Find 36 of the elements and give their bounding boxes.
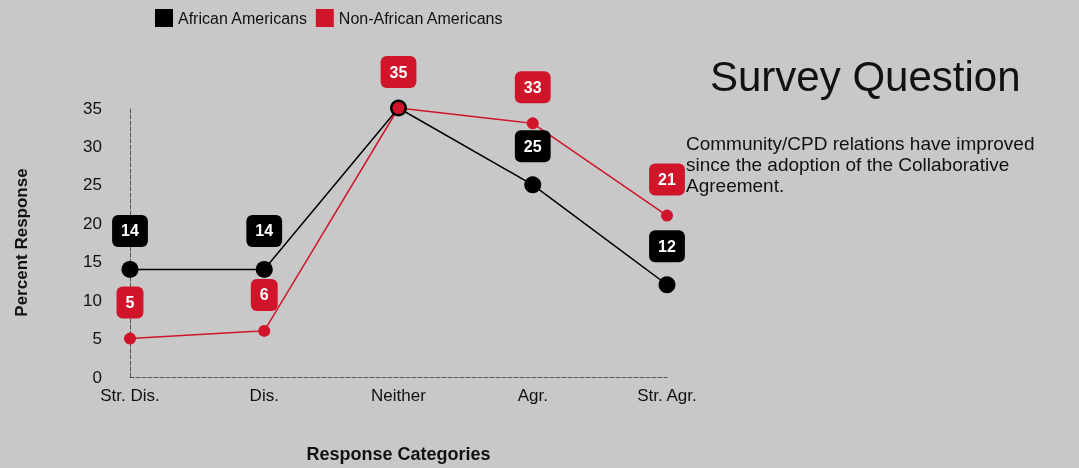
data-label: 14 [121,222,139,240]
data-label: 6 [259,286,269,304]
data-label: 21 [658,171,676,189]
data-label: 35 [389,63,408,81]
x-tick-label: Agr. [517,386,548,405]
point [661,209,673,222]
x-axis-title: Response Categories [306,444,491,464]
x-tick-label: Str. Agr. [637,386,697,405]
data-label: 33 [523,78,542,96]
point [121,260,139,278]
x-tick-label: Str. Dis. [100,386,160,405]
data-label: 14 [255,222,274,240]
point [526,117,539,130]
y-tick-label: 30 [83,136,102,156]
legend-label: African Americans [178,9,307,27]
y-tick-label: 5 [92,329,102,349]
point [524,176,542,194]
x-tick-label: Dis. [249,386,279,405]
text: Survey Question [710,52,1021,100]
x-tick-label: Neither [371,386,427,405]
point [258,324,271,337]
y-tick-label: 20 [83,213,102,233]
legend-label: Non-African Americans [338,9,503,27]
y-tick-label: 10 [83,290,102,310]
point [255,260,273,278]
point [658,276,676,294]
y-tick-label: 25 [83,175,102,195]
y-tick-label: 35 [83,98,102,118]
data-label: 5 [125,294,135,312]
y-axis-title: Percent Response [12,168,31,317]
y-tick-label: 15 [83,252,102,272]
data-label: 12 [658,237,676,255]
text: Community/CPD relations have improved since the adoption of the Collaborative Agreement. [686,133,1040,196]
point [124,332,136,345]
y-tick-label: 0 [92,367,102,387]
data-label: 25 [523,137,542,155]
